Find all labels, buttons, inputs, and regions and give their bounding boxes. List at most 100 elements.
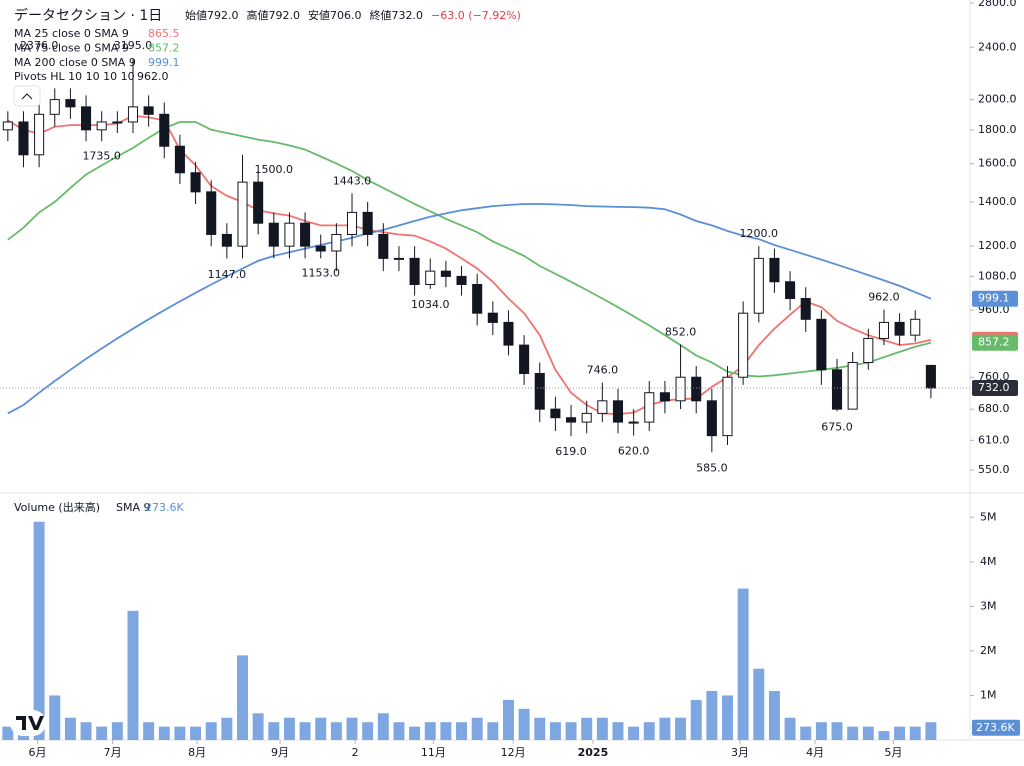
volume-bar [49,695,61,740]
volume-bar [409,726,421,740]
y-tick-label: 1080.0 [978,269,1017,282]
pivot-label: 1735.0 [82,149,121,162]
overlay: データセクション · 1日 始値792.0 高値792.0 安値706.0 終値732… [10,0,1020,759]
volume-bar [847,726,859,740]
moving-average [7,114,932,416]
candle-body [378,233,389,259]
pivot-label: 2376.0 [20,39,59,52]
x-tick-label: 8月 [188,746,206,759]
collapse-button[interactable] [13,85,41,107]
legend-value: 999.1 [148,56,180,69]
candle-body [503,321,514,346]
volume-legend-value: 273.6K [145,501,184,514]
candle-body [519,344,530,374]
legend-value: 857.2 [148,42,180,55]
x-tick-label: 6月 [29,746,47,759]
candle-body [691,376,702,402]
volume-bar [299,722,311,740]
logo [10,710,46,736]
volume-bar [64,717,76,740]
volume-bar [628,726,640,740]
candle-body [706,400,717,437]
candle-body [753,257,764,314]
volume-bar [315,717,327,740]
candle-body [612,400,624,423]
candle-body [18,121,29,156]
candle-body [659,392,670,402]
candle-body [284,222,295,247]
candle-body [393,257,404,260]
candle-body [253,181,264,224]
y-tick-label: 2000.0 [978,93,1017,106]
legend-entry: MA 75 close 0 SMA 9 [14,42,129,55]
candle-body [2,121,13,131]
volume-bar [440,722,452,740]
price-pane [0,59,970,453]
price-badge-label: 999.1 [978,292,1010,305]
volume-bar [96,726,108,740]
candle-body [190,172,201,193]
volume-bar [612,722,624,740]
price-badge [972,379,1018,396]
volume-bar [471,717,483,740]
volume-bar [283,717,295,740]
volume-bar [815,722,827,740]
moving-average [7,121,932,378]
y-tick-label: 760.0 [978,370,1010,383]
pivot-label: 852.0 [665,325,697,338]
pivot-label: 619.0 [555,445,587,458]
volume-bar [33,521,45,740]
volume-bar [518,708,530,740]
candle-body [863,337,874,364]
pivot-label: 1500.0 [255,163,294,176]
candle-body [534,372,545,410]
volume-title: Volume (出来高) [14,500,100,514]
volume-bar [722,695,733,740]
volume-bar [737,588,749,740]
title: データセクション · 1日 [14,7,162,24]
volume-bar [768,691,780,740]
candle-body [597,400,608,414]
volume-pane [2,521,937,740]
volume-subtitle: SMA 9 [116,501,151,514]
volume-bar [456,722,468,740]
x-tick-label: 11月 [421,746,446,759]
candle-body [362,211,373,235]
candle-body [96,121,107,131]
candle-body [456,275,467,285]
x-tick-label: 3月 [731,746,749,759]
legend-entry: MA 200 close 0 SMA 9 [14,56,136,69]
volume-bar [565,722,577,740]
volume-bar [894,726,906,740]
candle-body [472,283,483,314]
volume-bar [377,713,389,740]
volume-bar [659,717,671,740]
x-tick-label: 9月 [271,746,289,759]
x-tick-label: 5月 [884,746,902,759]
candle-body [769,257,780,283]
candle-body [816,318,827,371]
volume-bar [80,722,92,740]
candle-body [425,270,436,285]
candle-body [174,145,185,174]
candle-body [159,113,170,147]
candle-body [581,412,592,423]
candle-body [675,376,686,402]
ohlc-header: 始値792.0 高値792.0 安値706.0 終値732.0 −63.0 (−7.92… [185,8,521,22]
ohlc-value: −63.0 (−7.92%) [431,9,521,22]
volume-bar [925,722,937,740]
candle-body [346,211,358,235]
volume-bar [862,726,874,740]
volume-bar [675,717,687,740]
volume-bar [581,717,593,740]
volume-bar [502,699,514,740]
candle-body [268,222,279,247]
price-badge [972,290,1018,307]
volume-badge [972,719,1020,736]
candle-body [628,421,639,424]
pivot-label: 746.0 [587,364,619,377]
x-tick-label: 2025 [578,746,609,759]
y-tick-label: 1M [980,688,997,701]
y-tick-label: 550.0 [978,463,1010,476]
